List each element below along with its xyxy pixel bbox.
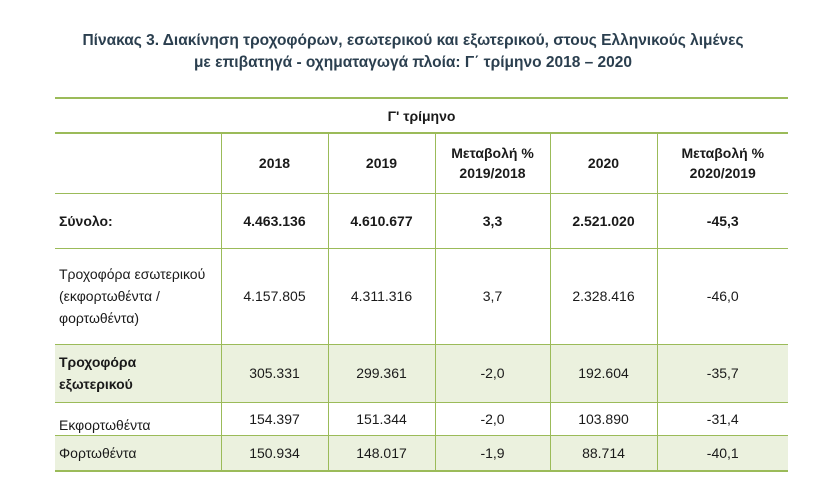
cell-2020: 88.714	[549, 435, 657, 472]
table-row-loaded: Φορτωθέντα 150.934 148.017 -1,9 88.714 -…	[55, 435, 789, 472]
cell-2019: 299.361	[327, 344, 435, 403]
cell-2019: 4.311.316	[327, 248, 435, 345]
cell-2019: 151.344	[327, 402, 435, 436]
cell-2018: 4.463.136	[220, 193, 328, 249]
cell-change-2019-2018: -1,9	[434, 435, 550, 472]
header-empty	[55, 133, 221, 194]
row-label: Εκφορτωθέντα	[55, 402, 221, 436]
cell-2020: 2.328.416	[549, 248, 657, 345]
header-change-2019-2018: Μεταβολή % 2019/2018	[434, 133, 550, 194]
cell-change-2020-2019: -40,1	[656, 435, 789, 472]
header-2018: 2018	[220, 133, 328, 194]
cell-2018: 4.157.805	[220, 248, 328, 345]
cell-2020: 103.890	[549, 402, 657, 436]
row-label: Φορτωθέντα	[55, 435, 221, 472]
row-label: Τροχοφόρα εσωτερικού (εκφορτωθέντα / φορ…	[55, 248, 221, 345]
title-line-2: με επιβατηγά - οχηματαγωγά πλοία: Γ΄ τρί…	[193, 54, 633, 71]
cell-change-2019-2018: 3,7	[434, 248, 550, 345]
cell-change-2019-2018: 3,3	[434, 193, 550, 249]
cell-change-2020-2019: -35,7	[656, 344, 789, 403]
period-header-row: Γ' τρίμηνο	[55, 97, 789, 134]
cell-2019: 148.017	[327, 435, 435, 472]
cell-2020: 192.604	[549, 344, 657, 403]
cell-change-2020-2019: -45,3	[656, 193, 789, 249]
table-row-unloaded: Εκφορτωθέντα 154.397 151.344 -2,0 103.89…	[55, 402, 789, 436]
table-row-foreign: Τροχοφόρα εξωτερικού 305.331 299.361 -2,…	[55, 344, 789, 403]
cell-2018: 154.397	[220, 402, 328, 436]
table-title: Πίνακας 3. Διακίνηση τροχοφόρων, εσωτερι…	[0, 30, 826, 74]
traffic-table: Γ' τρίμηνο 2018 2019 Μεταβολή % 2019/201…	[55, 97, 789, 472]
cell-2020: 2.521.020	[549, 193, 657, 249]
cell-change-2019-2018: -2,0	[434, 344, 550, 403]
cell-change-2020-2019: -46,0	[656, 248, 789, 345]
cell-change-2019-2018: -2,0	[434, 402, 550, 436]
cell-2018: 305.331	[220, 344, 328, 403]
period-header: Γ' τρίμηνο	[55, 97, 789, 134]
table-row-total: Σύνολο: 4.463.136 4.610.677 3,3 2.521.02…	[55, 193, 789, 249]
cell-change-2020-2019: -31,4	[656, 402, 789, 436]
table-row-domestic: Τροχοφόρα εσωτερικού (εκφορτωθέντα / φορ…	[55, 248, 789, 345]
row-label: Σύνολο:	[55, 193, 221, 249]
header-2020: 2020	[549, 133, 657, 194]
title-line-1: Πίνακας 3. Διακίνηση τροχοφόρων, εσωτερι…	[82, 32, 744, 49]
row-label: Τροχοφόρα εξωτερικού	[55, 344, 221, 403]
header-change-2020-2019: Μεταβολή % 2020/2019	[656, 133, 789, 194]
cell-2019: 4.610.677	[327, 193, 435, 249]
cell-2018: 150.934	[220, 435, 328, 472]
column-header-row: 2018 2019 Μεταβολή % 2019/2018 2020 Μετα…	[55, 133, 789, 194]
header-2019: 2019	[327, 133, 435, 194]
